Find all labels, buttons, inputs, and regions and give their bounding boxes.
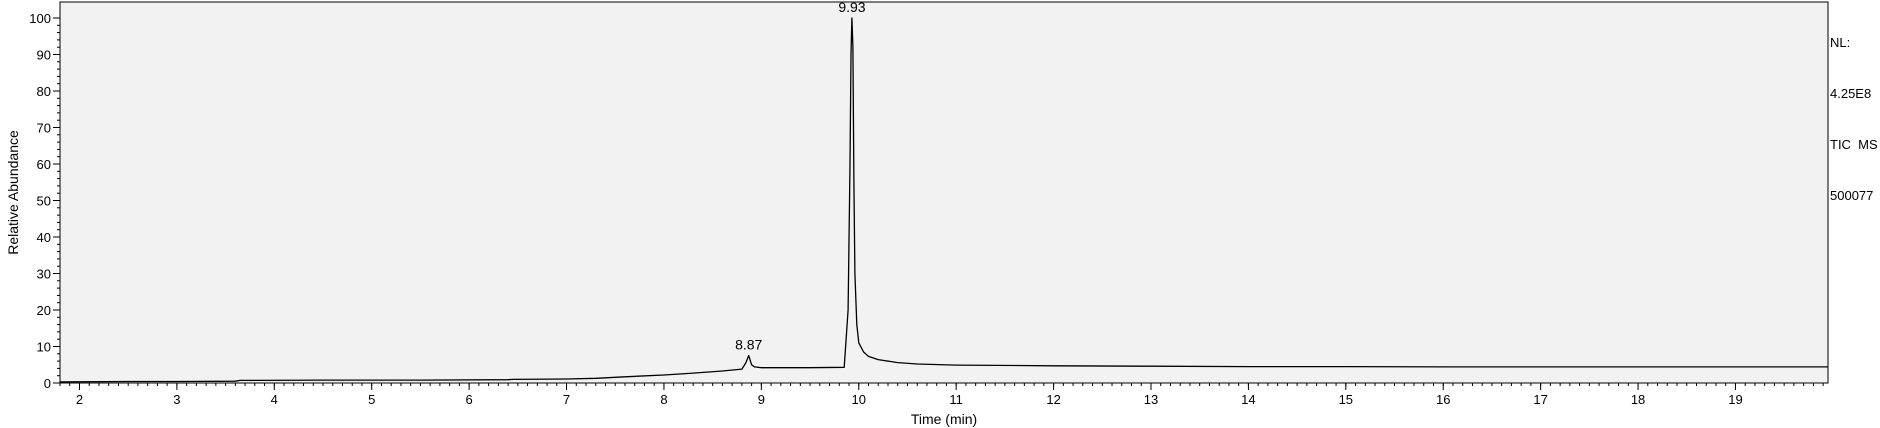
y-tick-label: 0 [44, 376, 51, 391]
x-tick-label: 15 [1339, 392, 1353, 407]
x-axis-title: Time (min) [911, 411, 977, 427]
y-tick-label: 50 [37, 194, 51, 209]
chromatogram-chart: 2 3 4 5 6 7 8 9 10 11 12 13 14 15 16 17 18 19 0 10 20 30 40 50… [5, 0, 1829, 427]
x-tick-label: 19 [1728, 392, 1742, 407]
tic-trace [59, 17, 1828, 383]
nl-value: 4.25E8 [1830, 86, 1872, 101]
x-tick-label: 16 [1436, 392, 1450, 407]
x-tick-label: 13 [1144, 392, 1158, 407]
y-tick-label: 60 [37, 157, 51, 172]
x-tick-label: 4 [271, 392, 278, 407]
series-layer [59, 17, 1828, 383]
plot-area [59, 1, 1829, 384]
nl-label: NL: [1830, 35, 1851, 50]
y-tick-label: 10 [37, 340, 51, 355]
x-tick-label: 11 [949, 392, 963, 407]
y-tick-label: 100 [29, 11, 51, 26]
y-major-ticks: 0 10 20 30 40 50 60 70 80 90 100 [29, 11, 60, 391]
peak-label: 8.87 [735, 337, 762, 353]
x-tick-label: 17 [1533, 392, 1547, 407]
y-tick-label: 80 [37, 84, 51, 99]
y-tick-label: 70 [37, 121, 51, 136]
x-tick-label: 12 [1046, 392, 1060, 407]
y-tick-label: 30 [37, 267, 51, 282]
x-tick-label: 3 [173, 392, 180, 407]
x-major-ticks: 2 3 4 5 6 7 8 9 10 11 12 13 14 15 16 17 18 19 [76, 383, 1743, 407]
sample-id: 500077 [1830, 188, 1874, 203]
x-tick-label: 5 [368, 392, 375, 407]
scan-info-panel: NL: 4.25E8 TIC MS 500077 [1830, 0, 1878, 221]
y-axis-title: Relative Abundance [5, 130, 21, 255]
peak-label: 9.93 [838, 0, 865, 15]
x-tick-label: 8 [660, 392, 667, 407]
x-tick-label: 18 [1631, 392, 1645, 407]
peak-labels: 8.87 9.93 [735, 0, 866, 353]
scan-type: TIC MS [1830, 137, 1878, 152]
x-tick-label: 7 [563, 392, 570, 407]
x-tick-label: 2 [76, 392, 83, 407]
x-tick-label: 9 [758, 392, 765, 407]
x-tick-label: 6 [466, 392, 473, 407]
y-tick-label: 40 [37, 230, 51, 245]
x-tick-label: 10 [852, 392, 866, 407]
y-tick-label: 90 [37, 48, 51, 63]
y-tick-label: 20 [37, 303, 51, 318]
x-tick-label: 14 [1241, 392, 1255, 407]
